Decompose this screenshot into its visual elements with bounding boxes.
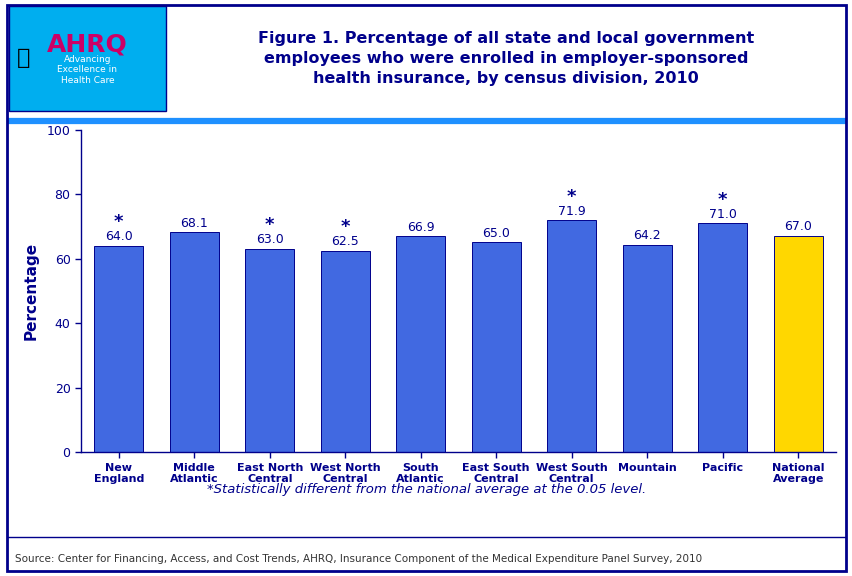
Text: 67.0: 67.0 (783, 221, 811, 233)
Y-axis label: Percentage: Percentage (23, 242, 38, 340)
Text: *: * (265, 217, 274, 234)
Bar (546, 220, 596, 452)
Text: Advancing
Excellence in
Health Care: Advancing Excellence in Health Care (57, 55, 118, 85)
Text: *: * (340, 218, 349, 236)
Bar (94, 246, 143, 452)
Text: *: * (114, 213, 124, 231)
Bar (622, 245, 671, 452)
Text: 68.1: 68.1 (180, 217, 208, 230)
Text: *: * (567, 188, 576, 206)
Text: *Statistically different from the national average at the 0.05 level.: *Statistically different from the nation… (207, 483, 645, 496)
Bar (471, 242, 521, 452)
Text: *: * (717, 191, 727, 209)
Bar (245, 249, 294, 452)
Text: 🦅: 🦅 (17, 48, 31, 69)
Text: 65.0: 65.0 (481, 227, 509, 240)
Text: 71.9: 71.9 (557, 204, 585, 218)
Bar (697, 223, 746, 452)
Bar (320, 251, 370, 452)
Bar (773, 236, 822, 452)
Bar (170, 233, 219, 452)
Text: 64.0: 64.0 (105, 230, 133, 243)
Text: 62.5: 62.5 (331, 235, 359, 248)
Text: AHRQ: AHRQ (47, 32, 128, 56)
Text: Figure 1. Percentage of all state and local government
employees who were enroll: Figure 1. Percentage of all state and lo… (258, 31, 753, 86)
Text: 71.0: 71.0 (708, 207, 736, 221)
Bar (395, 236, 445, 452)
Text: 66.9: 66.9 (406, 221, 434, 234)
Text: 64.2: 64.2 (633, 229, 660, 242)
Text: 63.0: 63.0 (256, 233, 284, 247)
Text: Source: Center for Financing, Access, and Cost Trends, AHRQ, Insurance Component: Source: Center for Financing, Access, an… (15, 554, 702, 564)
